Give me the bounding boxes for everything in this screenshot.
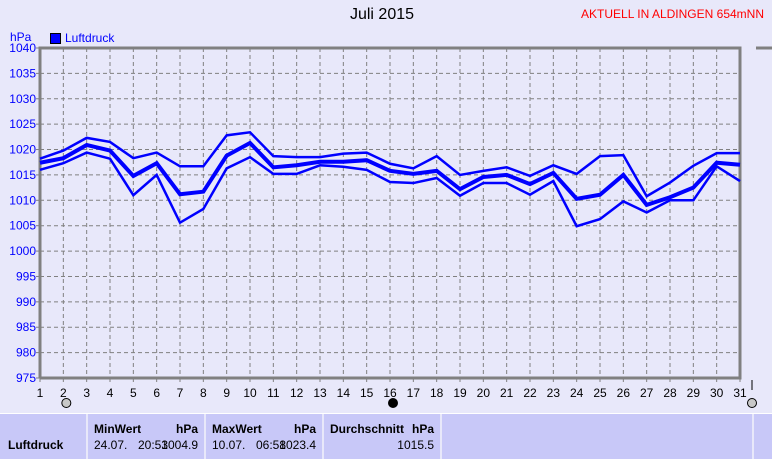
x-tick-label: 13 (313, 386, 327, 400)
y-tick-label: 1040 (9, 41, 36, 55)
max-date: 10.07. (212, 438, 246, 452)
x-tick-label: 14 (337, 386, 351, 400)
x-tick-label: 16 (383, 386, 397, 400)
y-tick-label: 1005 (9, 219, 36, 233)
x-tick-label: 2 (60, 386, 67, 400)
x-tick-label: 22 (523, 386, 537, 400)
min-time: 20:53 (138, 438, 169, 452)
x-tick-label: 9 (223, 386, 230, 400)
y-tick-label: 1015 (9, 168, 36, 182)
x-tick-label: 25 (593, 386, 607, 400)
max-unit: hPa (293, 422, 316, 436)
full-moon-icon (747, 398, 757, 408)
empty-cell (442, 414, 754, 459)
x-tick-label: 30 (710, 386, 724, 400)
y-tick-label: 1030 (9, 92, 36, 106)
max-cell: MaxWert hPa 10.07. 06:58 1023.4 (206, 414, 324, 459)
min-head: MinWert (94, 422, 142, 436)
y-tick-label: 1035 (9, 66, 36, 80)
y-tick-label: 990 (16, 295, 36, 309)
y-axis-unit: hPa (10, 30, 32, 44)
avg-unit: hPa (411, 422, 434, 436)
y-tick-label: 1010 (9, 193, 36, 207)
x-tick-label: 21 (500, 386, 514, 400)
y-tick-label: 980 (16, 346, 36, 360)
x-tick-label: 19 (453, 386, 467, 400)
x-tick-label: 15 (360, 386, 374, 400)
station-label: AKTUELL IN ALDINGEN 654mNN (581, 7, 764, 21)
min-date: 24.07. (94, 438, 128, 452)
x-tick-label: 23 (547, 386, 561, 400)
y-tick-label: 1020 (9, 143, 36, 157)
x-tick-label: 27 (640, 386, 654, 400)
x-tick-label: 17 (407, 386, 421, 400)
chart-title: Juli 2015 (349, 6, 415, 23)
x-tick-label: 8 (200, 386, 207, 400)
x-tick-label: 20 (477, 386, 491, 400)
x-tick-label: 29 (687, 386, 701, 400)
legend-label: Luftdruck (65, 31, 115, 45)
x-tick-label: 11 (267, 386, 280, 400)
series-line (39, 130, 740, 198)
x-tick-label: 3 (83, 386, 90, 400)
min-cell: MinWert hPa 24.07. 20:53 1004.9 (88, 414, 206, 459)
series-line (39, 151, 741, 228)
x-tick-label: 26 (617, 386, 631, 400)
row-label-cell: Luftdruck (0, 414, 88, 459)
avg-cell: Durchschnitt hPa 1015.5 (324, 414, 442, 459)
y-tick-label: 995 (16, 269, 36, 283)
min-value: 1004.9 (161, 438, 198, 452)
full-moon-icon (61, 398, 72, 408)
avg-value: 1015.5 (397, 438, 434, 452)
max-head: MaxWert (212, 422, 262, 436)
x-tick-label: 31 (733, 386, 747, 400)
max-time: 06:58 (256, 438, 287, 452)
x-tick-label: 10 (243, 386, 257, 400)
new-moon-icon (388, 398, 398, 408)
stats-table: Luftdruck MinWert hPa 24.07. 20:53 1004.… (0, 413, 772, 459)
pressure-chart: 9759809859909951000100510101015102010251… (9, 41, 772, 408)
y-tick-label: 975 (16, 371, 36, 385)
x-tick-label: 1 (37, 386, 44, 400)
y-tick-label: 985 (16, 320, 36, 334)
min-unit: hPa (175, 422, 198, 436)
x-tick-label: 4 (107, 386, 114, 400)
row-label: Luftdruck (8, 438, 64, 452)
y-tick-label: 1000 (9, 244, 36, 258)
legend-swatch (50, 32, 61, 44)
avg-head: Durchschnitt (330, 422, 405, 436)
x-tick-label: 28 (663, 386, 677, 400)
max-value: 1023.4 (279, 438, 316, 452)
x-tick-label: 24 (570, 386, 584, 400)
x-tick-label: 12 (290, 386, 304, 400)
y-tick-label: 1025 (9, 117, 36, 131)
x-tick-label: 18 (430, 386, 444, 400)
series-line (39, 140, 741, 208)
x-tick-label: 7 (177, 386, 184, 400)
x-tick-label: 5 (130, 386, 137, 400)
x-tick-label: 6 (153, 386, 160, 400)
legend: Luftdruck (50, 31, 114, 45)
